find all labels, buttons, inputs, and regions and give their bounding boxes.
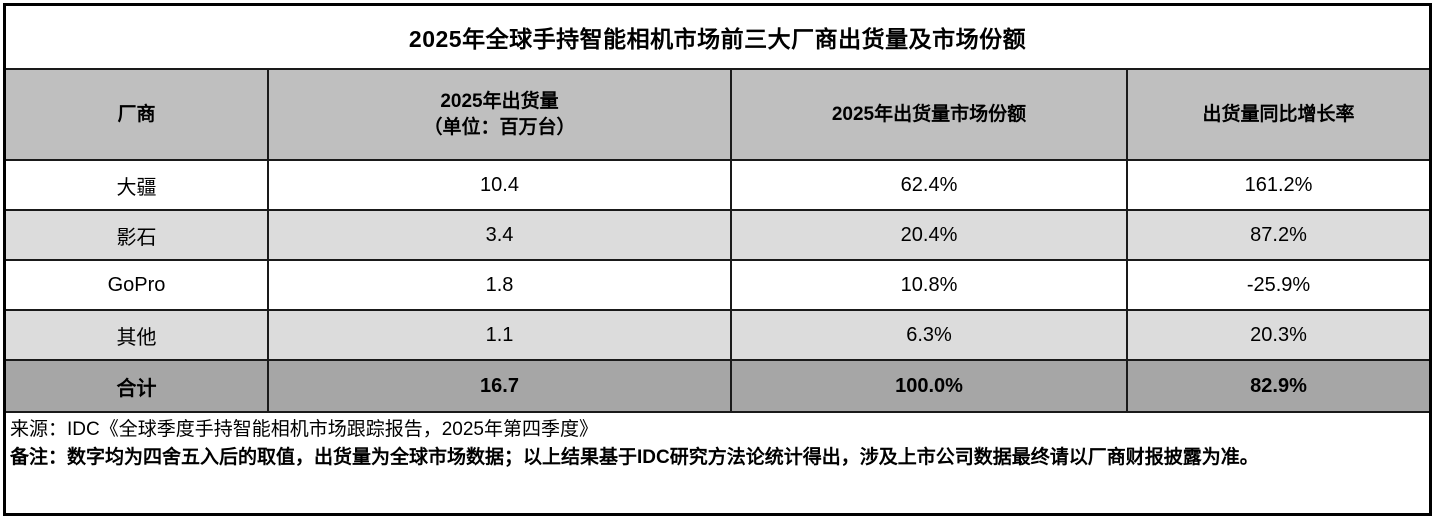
- cell-vendor: 影石: [6, 209, 269, 261]
- cell-share: 6.3%: [730, 309, 1128, 361]
- table-header-row: 厂商 2025年出货量 （单位：百万台） 2025年出货量市场份额 出货量同比增…: [6, 70, 1429, 161]
- table-row-total: 合计 16.7 100.0% 82.9%: [6, 359, 1429, 413]
- header-shipments-line1: 2025年出货量: [440, 90, 559, 112]
- cell-shipments: 3.4: [267, 209, 732, 261]
- table-footer: 来源：IDC《全球季度手持智能相机市场跟踪报告，2025年第四季度》 备注：数字…: [6, 413, 1429, 513]
- header-growth: 出货量同比增长率: [1126, 70, 1429, 161]
- note-text: 备注：数字均为四舍五入后的取值，出货量为全球市场数据；以上结果基于IDC研究方法…: [10, 447, 1259, 468]
- table-row-others: 其他 1.1 6.3% 20.3%: [6, 309, 1429, 361]
- cell-total-share: 100.0%: [730, 359, 1128, 413]
- cell-vendor: 大疆: [6, 159, 269, 211]
- cell-growth: 87.2%: [1126, 209, 1429, 261]
- cell-vendor: GoPro: [6, 259, 269, 311]
- header-shipments: 2025年出货量 （单位：百万台）: [267, 70, 732, 161]
- cell-shipments: 1.8: [267, 259, 732, 311]
- cell-share: 62.4%: [730, 159, 1128, 211]
- source-text: 来源：IDC《全球季度手持智能相机市场跟踪报告，2025年第四季度》: [10, 419, 598, 440]
- cell-shipments: 10.4: [267, 159, 732, 211]
- header-shipments-line2: （单位：百万台）: [423, 116, 576, 138]
- cell-share: 10.8%: [730, 259, 1128, 311]
- cell-growth: 20.3%: [1126, 309, 1429, 361]
- cell-shipments: 1.1: [267, 309, 732, 361]
- table-title-row: 2025年全球手持智能相机市场前三大厂商出货量及市场份额: [6, 6, 1429, 70]
- cell-vendor: 其他: [6, 309, 269, 361]
- cell-growth: 161.2%: [1126, 159, 1429, 211]
- table-row-insta360: 影石 3.4 20.4% 87.2%: [6, 209, 1429, 261]
- cell-total-growth: 82.9%: [1126, 359, 1429, 413]
- table-row-dji: 大疆 10.4 62.4% 161.2%: [6, 159, 1429, 211]
- header-share: 2025年出货量市场份额: [730, 70, 1128, 161]
- header-vendor: 厂商: [6, 70, 269, 161]
- market-share-table: 厂商 2025年出货量 （单位：百万台） 2025年出货量市场份额 出货量同比增…: [6, 70, 1429, 413]
- table-title: 2025年全球手持智能相机市场前三大厂商出货量及市场份额: [408, 26, 1027, 52]
- report-table-frame: 2025年全球手持智能相机市场前三大厂商出货量及市场份额 厂商 2025年出货量…: [3, 3, 1432, 516]
- cell-total-shipments: 16.7: [267, 359, 732, 413]
- cell-growth: -25.9%: [1126, 259, 1429, 311]
- cell-total-label: 合计: [6, 359, 269, 413]
- cell-share: 20.4%: [730, 209, 1128, 261]
- table-row-gopro: GoPro 1.8 10.8% -25.9%: [6, 259, 1429, 311]
